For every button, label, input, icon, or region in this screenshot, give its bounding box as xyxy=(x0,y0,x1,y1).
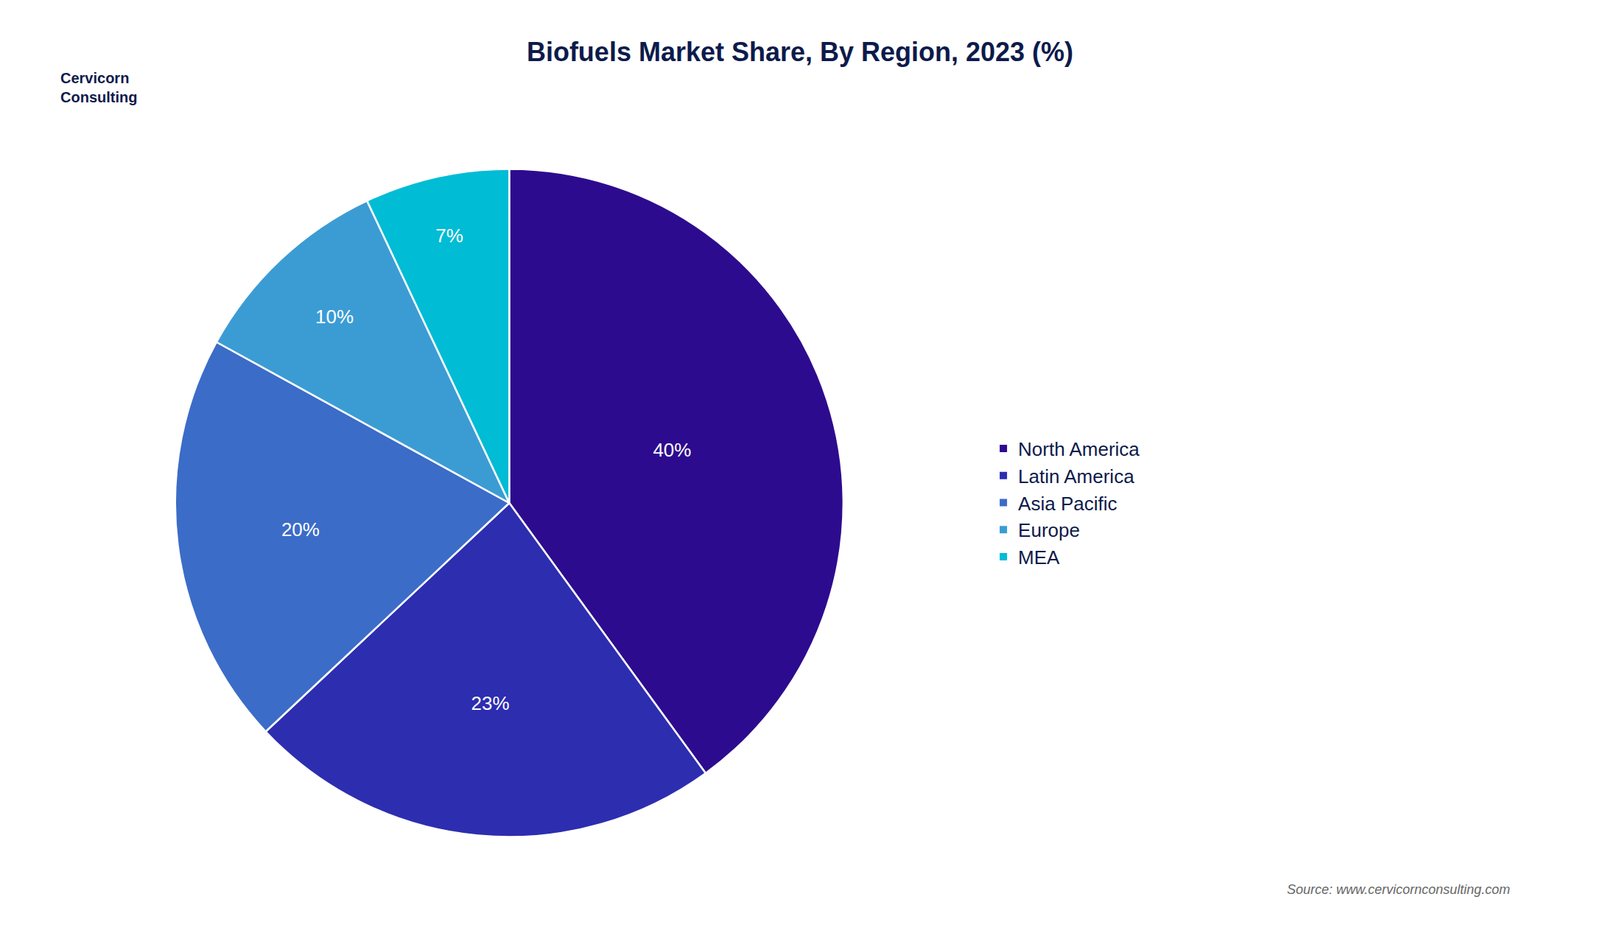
svg-text:Asia Pacific: Asia Pacific xyxy=(1018,492,1117,515)
svg-text:Europe: Europe xyxy=(1018,519,1080,542)
svg-text:20%: 20% xyxy=(281,518,320,541)
svg-text:Latin America: Latin America xyxy=(1018,465,1135,488)
svg-text:40%: 40% xyxy=(652,439,691,462)
svg-text:North America: North America xyxy=(1018,438,1140,461)
svg-text:7%: 7% xyxy=(435,224,464,247)
svg-text:10%: 10% xyxy=(315,305,354,328)
svg-text:CervicornConsulting: CervicornConsulting xyxy=(60,69,138,106)
svg-text:Source: www.cervicornconsultin: Source: www.cervicornconsulting.com xyxy=(1286,882,1511,898)
svg-text:MEA: MEA xyxy=(1018,546,1061,569)
svg-text:Biofuels Market Share, By Regi: Biofuels Market Share, By Region, 2023 (… xyxy=(526,36,1074,68)
svg-text:23%: 23% xyxy=(471,692,510,715)
